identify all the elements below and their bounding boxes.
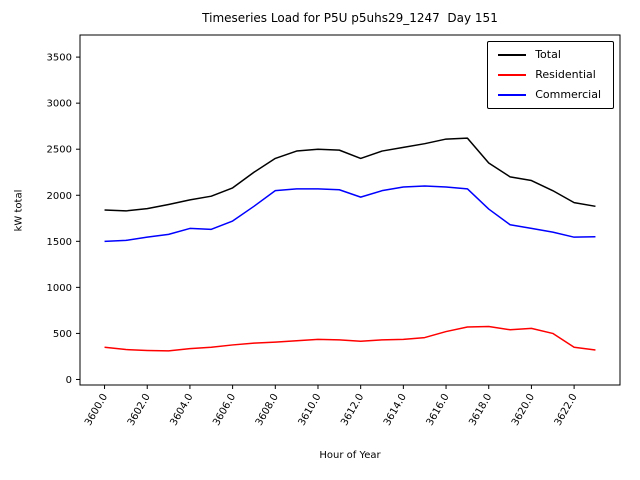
chart-title: Timeseries Load for P5U p5uhs29_1247 Day… [202, 11, 498, 25]
y-axis-ticks: 0 500 1000 1500 2000 2500 3000 3500 [47, 53, 80, 386]
y-tick-label: 3000 [47, 99, 72, 110]
series-line-residential [104, 325, 596, 352]
x-tick-label: 3622.0 [553, 392, 580, 428]
legend-label-residential: Residential [535, 68, 596, 81]
legend-item-residential: Residential [498, 69, 601, 81]
x-tick-label: 3606.0 [211, 392, 238, 428]
x-axis-label: Hour of Year [319, 450, 381, 461]
axes-frame [79, 34, 621, 386]
series-line-commercial [104, 185, 596, 243]
y-tick-label: 1500 [47, 237, 72, 248]
x-tick-label: 3616.0 [425, 392, 452, 428]
y-tick-label: 1000 [47, 283, 72, 294]
legend-label-total: Total [535, 48, 561, 61]
x-tick-label: 3610.0 [297, 392, 324, 428]
y-tick-label: 2500 [47, 145, 72, 156]
y-tick-label: 0 [66, 375, 72, 386]
series-line-total [104, 137, 596, 212]
x-tick-label: 3608.0 [254, 392, 281, 428]
legend: Total Residential Commercial [487, 41, 614, 109]
x-tick-label: 3600.0 [83, 392, 110, 428]
x-axis-ticks: 3600.0 3602.0 3604.0 3606.0 3608.0 3610.0 3612… [83, 385, 580, 428]
y-tick-label: 3500 [47, 53, 72, 64]
legend-item-commercial: Commercial [498, 89, 601, 101]
x-tick-label: 3618.0 [467, 392, 494, 428]
y-tick-label: 2000 [47, 191, 72, 202]
legend-label-commercial: Commercial [535, 88, 601, 101]
residential-line-swatch [498, 74, 527, 76]
y-tick-label: 500 [53, 329, 72, 340]
y-axis-label: kW total [13, 189, 25, 232]
x-tick-label: 3620.0 [510, 392, 537, 428]
x-tick-label: 3604.0 [168, 392, 195, 428]
legend-item-total: Total [498, 49, 601, 61]
total-line-swatch [498, 54, 527, 56]
x-tick-label: 3612.0 [339, 392, 366, 428]
commercial-line-swatch [498, 94, 527, 96]
x-tick-label: 3602.0 [126, 392, 153, 428]
x-tick-label: 3614.0 [382, 392, 409, 428]
